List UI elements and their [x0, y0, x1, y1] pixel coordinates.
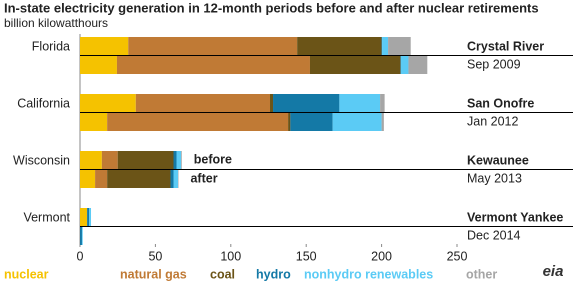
bar-segment	[297, 37, 381, 55]
x-tick-label: 100	[220, 249, 241, 263]
bar-segment	[80, 56, 117, 74]
period-label: after	[190, 171, 217, 185]
chart-title: In-state electricity generation in 12-mo…	[4, 0, 539, 15]
bar-segment	[388, 37, 411, 55]
chart-subtitle: billion kilowatthours	[4, 16, 108, 30]
legend-entry: natural gas	[120, 267, 187, 281]
bar-segment	[310, 56, 400, 74]
bar-segment	[107, 113, 288, 131]
bar-segment	[173, 170, 178, 188]
legend-entry: coal	[210, 267, 235, 281]
bar-segment	[382, 113, 384, 131]
bar-segment	[401, 56, 409, 74]
category-label: California	[17, 96, 70, 110]
bar-segment	[80, 227, 82, 245]
category-label: Florida	[32, 39, 70, 53]
legend-entry: nuclear	[4, 267, 49, 281]
plant-date: Sep 2009	[467, 57, 521, 71]
bar-segment	[118, 151, 174, 169]
bar-segment	[80, 37, 128, 55]
bar-segment	[380, 94, 385, 112]
x-tick-label: 50	[148, 249, 162, 263]
period-label: before	[194, 152, 232, 166]
bar-segment	[80, 94, 136, 112]
bar-segment	[333, 113, 382, 131]
plant-name: Vermont Yankee	[467, 210, 563, 224]
bar-segment	[170, 170, 173, 188]
bar-segment	[80, 151, 102, 169]
bar-segment	[80, 170, 95, 188]
bar-segment	[177, 151, 182, 169]
bar-segment	[87, 208, 89, 226]
bar-segment	[408, 56, 427, 74]
bar-segment	[89, 208, 91, 226]
plant-name: San Onofre	[467, 96, 534, 110]
x-tick-label: 250	[447, 249, 468, 263]
bar-segment	[270, 94, 273, 112]
bar-segment	[288, 113, 290, 131]
logo: eia	[543, 263, 564, 280]
x-tick-label: 0	[77, 249, 84, 263]
x-tick-label: 200	[371, 249, 392, 263]
plant-date: May 2013	[467, 171, 522, 185]
plant-date: Jan 2012	[467, 114, 518, 128]
bar-segment	[128, 37, 297, 55]
legend-entry: other	[466, 267, 497, 281]
category-label: Vermont	[23, 210, 70, 224]
bar-segment	[117, 56, 310, 74]
plant-name: Crystal River	[467, 39, 544, 53]
bar-segment	[339, 94, 380, 112]
bar-segment	[181, 151, 182, 169]
bar-segment	[273, 94, 339, 112]
bar-segment	[136, 94, 270, 112]
category-label: Wisconsin	[13, 153, 70, 167]
bar-segment	[107, 170, 170, 188]
x-tick-label: 150	[296, 249, 317, 263]
bar-segment	[80, 113, 107, 131]
legend-entry: nonhydro renewables	[304, 267, 433, 281]
plant-name: Kewaunee	[467, 153, 529, 167]
bar-segment	[95, 170, 107, 188]
bar-segment	[102, 151, 118, 169]
bar-segment	[382, 37, 388, 55]
bar-segment	[173, 151, 176, 169]
bar-segment	[82, 227, 83, 245]
legend-entry: hydro	[256, 267, 291, 281]
bar-segment	[80, 208, 87, 226]
bar-segment	[290, 113, 332, 131]
plant-date: Dec 2014	[467, 228, 521, 242]
